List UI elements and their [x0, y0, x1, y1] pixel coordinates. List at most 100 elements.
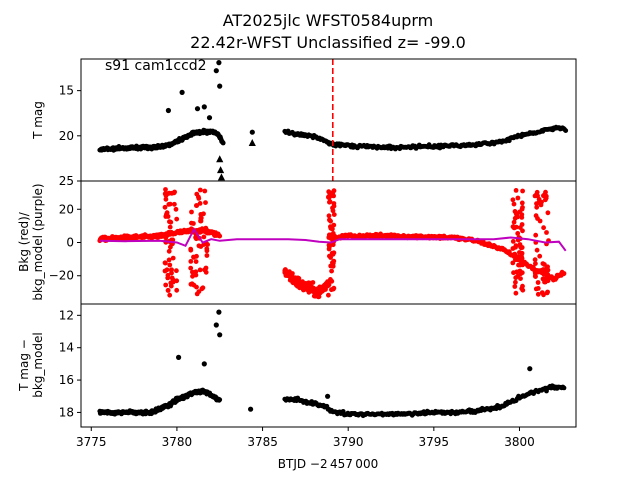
- bkg-spike-point: [169, 229, 174, 235]
- bkg-spike-point: [534, 189, 540, 195]
- panel-bottom-tmag-minus-bkg: 12 14 16 18: [59, 303, 577, 431]
- bkg-spike-point: [518, 276, 523, 281]
- bkg-spike-point: [201, 234, 207, 240]
- bkg-spike-point: [515, 231, 521, 236]
- bkg-spike-point: [328, 236, 334, 241]
- bkg-spike-point: [519, 256, 525, 261]
- bkg-spike-point: [535, 291, 541, 297]
- bkg-spike-point: [174, 287, 180, 293]
- bkg-spike-point: [511, 201, 517, 207]
- diff-outlier-point: [527, 366, 533, 372]
- x-tick-label: 3785: [247, 435, 278, 449]
- bkg-spike-point: [512, 251, 518, 257]
- x-tick-label: 3780: [162, 435, 193, 449]
- bkg-spike-point: [513, 290, 519, 296]
- bkg-spike-point: [168, 267, 174, 273]
- bkg-spike-point: [520, 188, 525, 194]
- tmag-outlier-point: [249, 129, 255, 135]
- bkg-spike-point: [328, 277, 333, 282]
- tmag-point: [220, 140, 226, 146]
- bkg-spike-point: [519, 245, 525, 250]
- bkg-spike-point: [329, 250, 335, 256]
- bkg-spike-point: [326, 213, 332, 219]
- bkg-spike-point: [329, 268, 334, 274]
- bkg-spike-point: [197, 187, 203, 193]
- bkg-spike-point: [167, 262, 173, 268]
- bkg-spike-point: [165, 272, 171, 278]
- bkg-spike-point: [534, 204, 540, 210]
- bkg-spike-point: [189, 220, 194, 226]
- bkg-spike-point: [520, 262, 525, 268]
- bkg-spike-point: [203, 200, 208, 206]
- bkg-point: [316, 294, 322, 300]
- diff-outlier-point: [325, 393, 331, 399]
- middle-ytick-label: 20: [59, 202, 74, 216]
- bkg-spike-point: [174, 268, 179, 274]
- tmag-outlier-point: [165, 107, 171, 114]
- bkg-spike-point: [513, 244, 518, 250]
- bkg-spike-point: [170, 255, 176, 261]
- x-tick-labels: 3775 3780 3785 3790 3795 3800: [76, 435, 535, 449]
- bkg-spike-point: [198, 216, 204, 221]
- bkg-spike-point: [193, 259, 199, 264]
- bkg-spike-point: [331, 258, 337, 264]
- tmag-outlier-point: [179, 89, 185, 95]
- bkg-spike-point: [534, 247, 540, 253]
- bkg-spike-point: [535, 286, 541, 291]
- top-ytick-label: 25: [59, 174, 74, 188]
- bottom-ylabel-line1: T mag −: [17, 339, 31, 392]
- bkg-spike-point: [204, 253, 210, 258]
- bkg-spike-point: [165, 288, 171, 293]
- bkg-spike-point: [512, 215, 518, 221]
- bkg-spike-point: [194, 291, 200, 297]
- bkg-point: [290, 271, 295, 276]
- bkg-spike-point: [513, 279, 518, 285]
- chart-title-line2: 22.42r-WFST Unclassified z= -99.0: [190, 33, 466, 52]
- diff-outlier-point: [216, 309, 222, 315]
- bkg-spike-point: [189, 209, 194, 215]
- bkg-spike-point: [164, 210, 170, 216]
- bkg-spike-point: [167, 224, 173, 230]
- x-tick-label: 3775: [76, 435, 107, 449]
- bkg-spike-point: [188, 246, 194, 252]
- bkg-spike-point: [174, 216, 180, 222]
- diff-outlier-point: [201, 361, 207, 367]
- top-ytick-label: 15: [59, 84, 74, 98]
- bkg-spike-point: [166, 202, 172, 207]
- bkg-spike-point: [540, 269, 546, 275]
- bkg-spike-point: [188, 259, 194, 264]
- top-ylabel: T mag: [31, 101, 45, 140]
- bkg-spike-point: [532, 271, 538, 276]
- bkg-spike-point: [545, 267, 551, 273]
- x-axis-label: BTJD −2 457 000: [278, 457, 378, 471]
- bkg-point: [296, 276, 302, 281]
- bkg-spike-point: [196, 196, 202, 201]
- bkg-spike-point: [331, 203, 337, 209]
- bkg-spike-point: [326, 194, 331, 200]
- bkg-spike-point: [163, 187, 168, 192]
- bkg-spike-point: [191, 255, 197, 260]
- bkg-spike-point: [193, 272, 199, 278]
- middle-ytick-label: −20: [49, 269, 74, 283]
- bkg-spike-point: [535, 216, 540, 221]
- bkg-spike-point: [327, 199, 332, 205]
- mid-ylabel-line2: bkg_model (purple): [31, 183, 45, 300]
- bkg-spike-point: [520, 283, 525, 289]
- mid-ylabel-line1: Bkg (red)/: [17, 211, 31, 272]
- bkg-spike-point: [329, 287, 334, 293]
- bkg-spike-point: [513, 188, 519, 193]
- tmag-outlier-point: [206, 115, 213, 121]
- x-tick-label: 3790: [333, 435, 364, 449]
- bkg-spike-point: [163, 214, 169, 219]
- x-tick-label: 3800: [504, 435, 535, 449]
- tmag-outlier-point: [213, 68, 219, 74]
- x-tick-label: 3795: [419, 435, 450, 449]
- bkg-spike-point: [545, 210, 551, 216]
- tmag-upper-limit-marker: [248, 139, 256, 147]
- bkg-spike-point: [331, 222, 337, 228]
- bkg-spike-point: [204, 246, 210, 252]
- bkg-spike-point: [162, 191, 168, 197]
- bkg-spike-point: [510, 239, 516, 244]
- bkg-spike-point: [331, 212, 337, 218]
